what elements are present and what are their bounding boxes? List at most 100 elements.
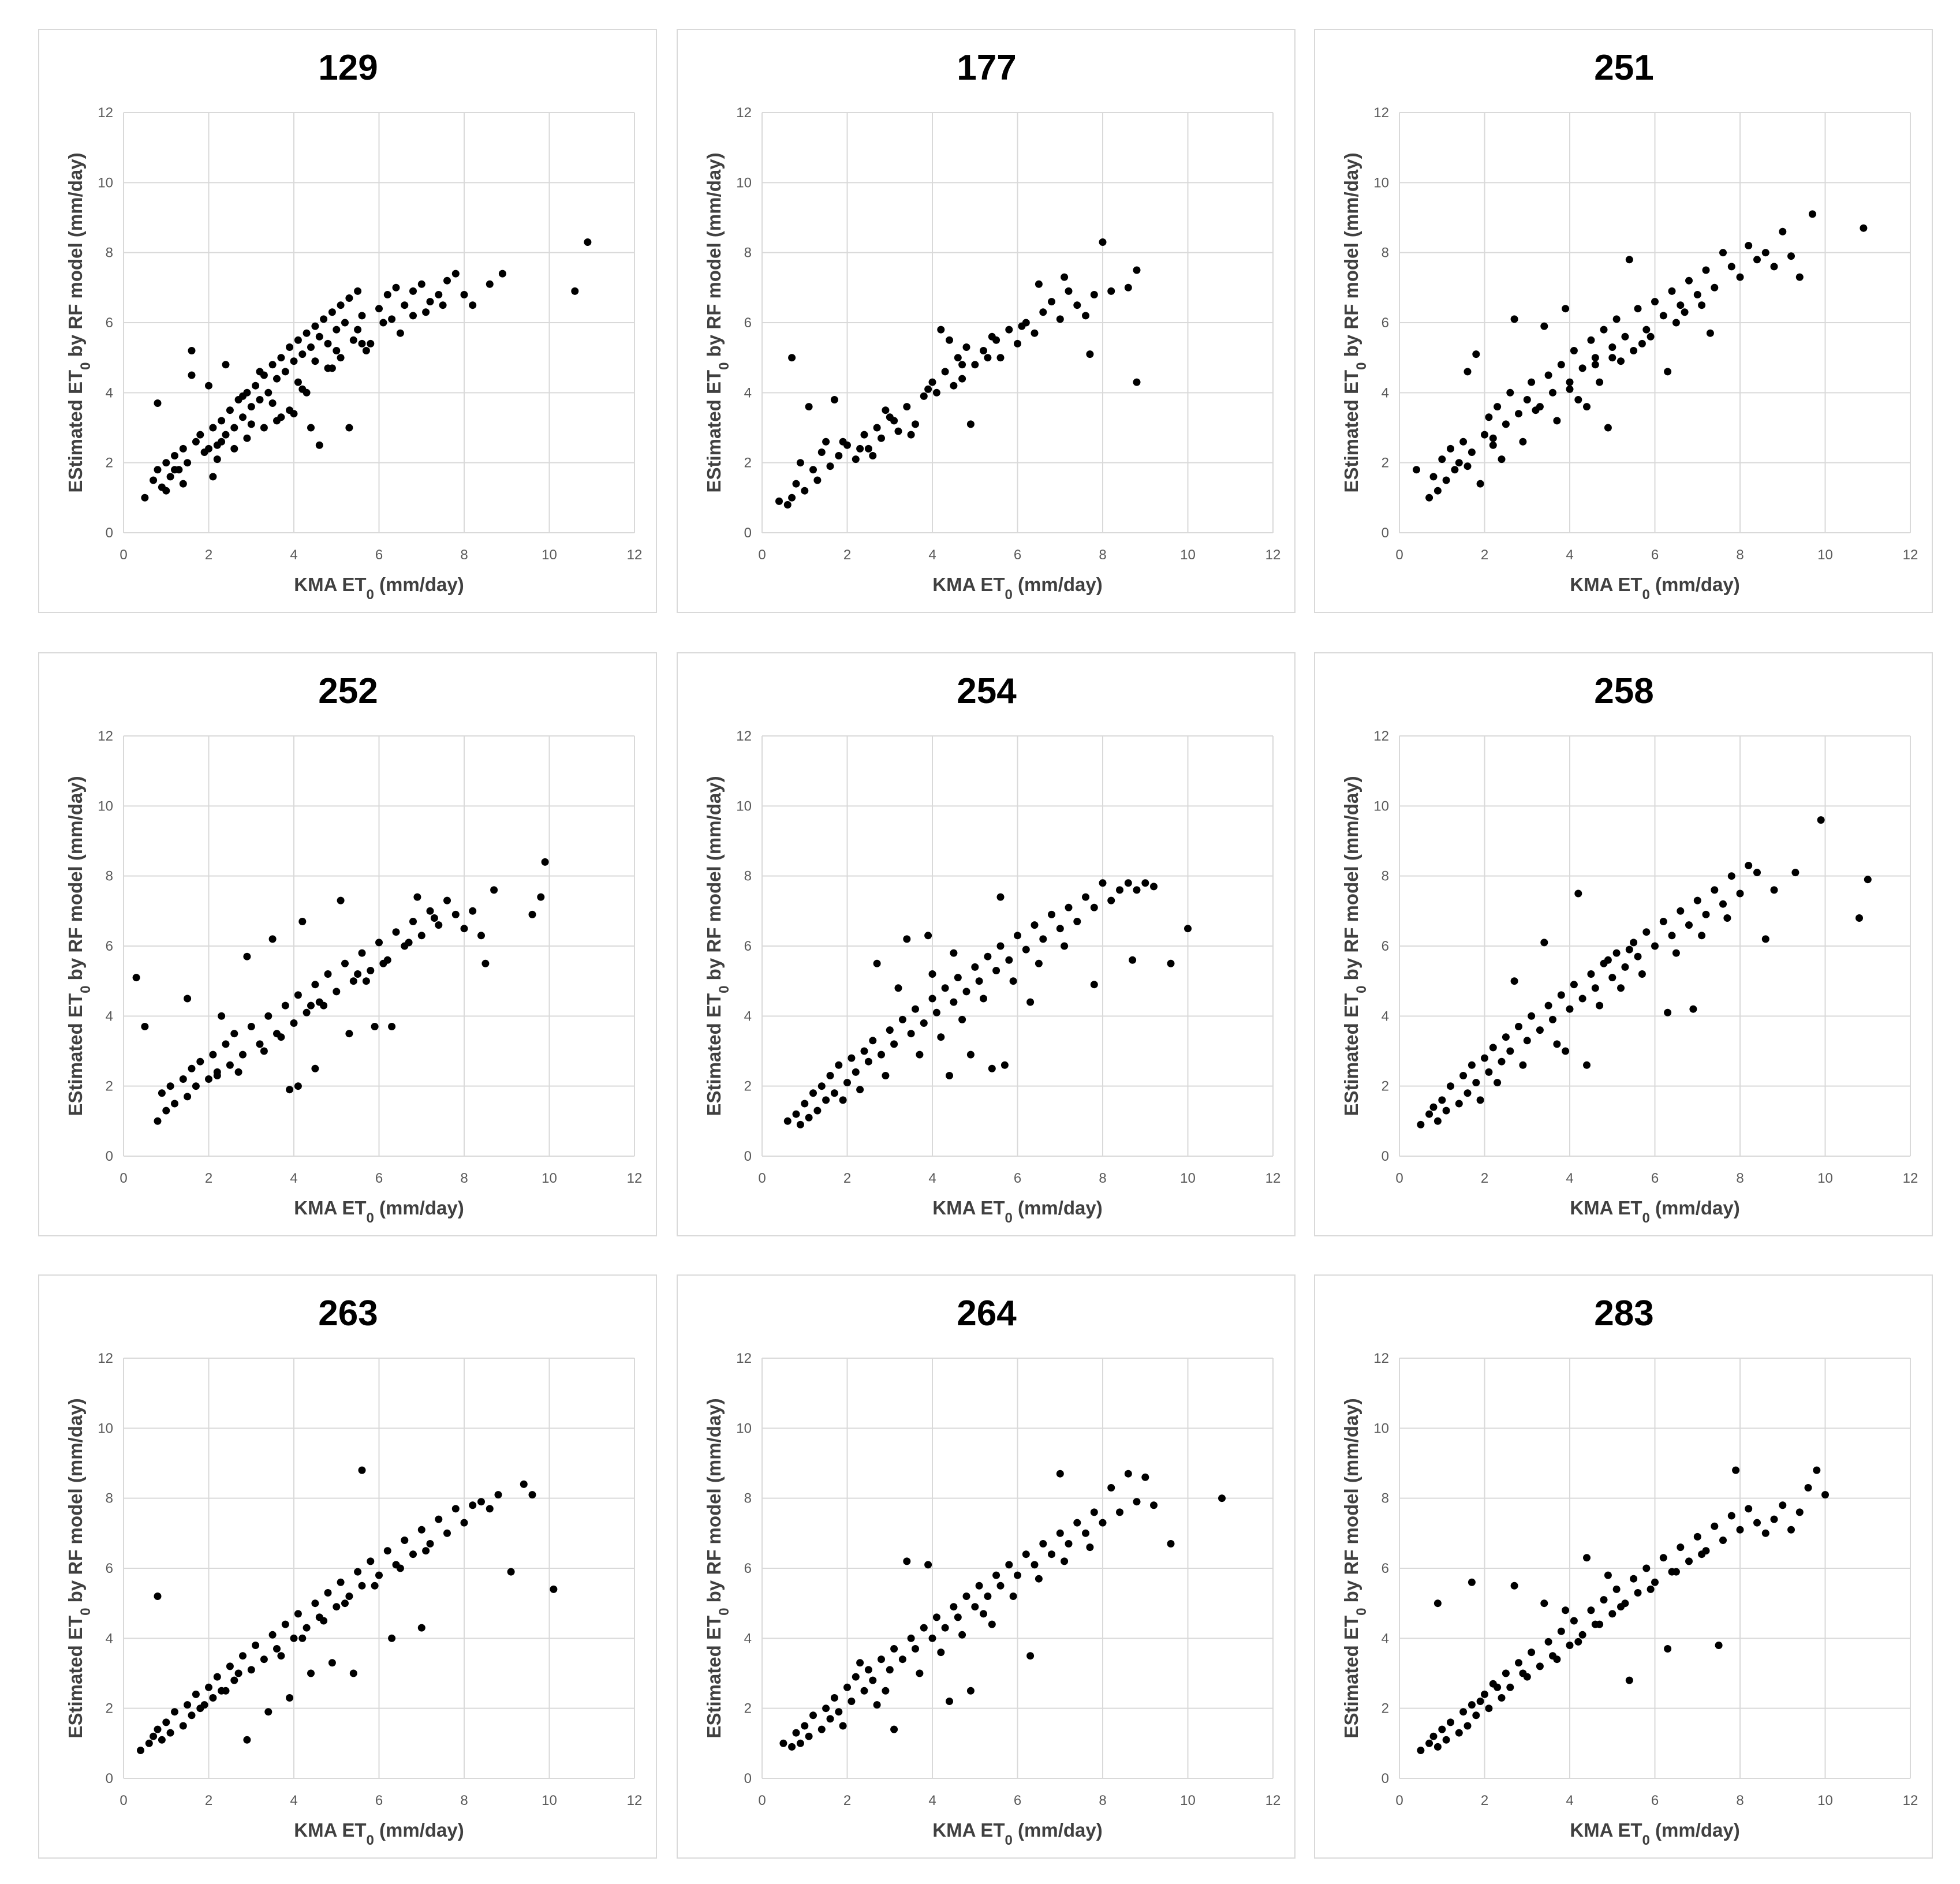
data-point (1672, 319, 1680, 327)
data-point (1685, 921, 1693, 929)
data-point (1761, 249, 1769, 257)
data-point (835, 1708, 843, 1716)
data-point (1082, 312, 1089, 320)
data-point (1562, 305, 1570, 313)
data-point (1502, 420, 1510, 428)
data-point (1061, 273, 1069, 281)
data-point (907, 1634, 915, 1642)
data-point (1600, 326, 1608, 334)
data-point (1753, 869, 1761, 877)
y-tick-label: 4 (1382, 1631, 1389, 1646)
data-point (1540, 939, 1548, 947)
x-axis-label: KMA ET0 (mm/day) (932, 574, 1103, 603)
data-point (864, 1666, 872, 1674)
y-tick-label: 2 (1382, 1701, 1389, 1717)
data-point (192, 1690, 200, 1698)
data-point (320, 1001, 328, 1010)
data-point (1086, 350, 1094, 358)
data-point (349, 336, 357, 344)
data-point (1753, 256, 1761, 264)
data-point (1429, 1103, 1438, 1111)
data-point (1745, 1505, 1753, 1513)
data-point (371, 1582, 379, 1590)
data-point (226, 1662, 234, 1670)
data-point (333, 988, 341, 996)
data-point (184, 995, 192, 1003)
data-point (345, 424, 353, 432)
x-tick-label: 10 (1180, 547, 1196, 563)
data-point (1472, 350, 1480, 358)
data-point (294, 378, 302, 386)
x-tick-label: 6 (1651, 1171, 1659, 1186)
data-point (1583, 1061, 1591, 1069)
data-point (1485, 413, 1493, 421)
data-point (932, 1008, 940, 1016)
data-point (852, 1068, 860, 1076)
data-point (481, 959, 490, 967)
data-point (1795, 1508, 1804, 1516)
data-point (830, 1089, 838, 1097)
y-tick-label: 0 (106, 1771, 113, 1786)
data-point (460, 925, 468, 933)
y-tick-label: 2 (106, 1701, 113, 1717)
x-tick-label: 2 (1481, 547, 1488, 563)
data-point (1031, 329, 1039, 337)
data-point (184, 1701, 192, 1709)
data-point (817, 1725, 826, 1733)
data-point (417, 1526, 425, 1534)
x-tick-label: 8 (1736, 1171, 1744, 1186)
x-tick-label: 8 (1736, 547, 1744, 563)
y-tick-label: 4 (1382, 1008, 1389, 1024)
data-point (1591, 361, 1599, 369)
data-point (401, 301, 409, 309)
data-point (928, 378, 936, 386)
data-point (1481, 431, 1488, 439)
y-tick-label: 12 (1373, 728, 1389, 744)
data-point (1090, 291, 1098, 298)
data-point (1455, 459, 1463, 467)
data-point (932, 1613, 940, 1621)
data-point (188, 1711, 196, 1719)
y-tick-label: 6 (106, 315, 113, 331)
x-tick-label: 2 (843, 1793, 851, 1808)
x-tick-label: 4 (928, 1793, 936, 1808)
y-axis-label: EStimated ET0 by RF model (mm/day) (1341, 776, 1369, 1116)
data-point (154, 466, 162, 474)
data-point (443, 1529, 451, 1537)
data-point (805, 403, 813, 411)
y-tick-label: 2 (106, 1079, 113, 1094)
data-point (1141, 1473, 1149, 1481)
data-point (1651, 942, 1659, 950)
data-point (1689, 1005, 1697, 1013)
scatter-plot: 129 0 2 4 6 8 10 12 0 2 4 6 8 10 12 KMA ET0 (mm/day) ESt… (65, 48, 642, 603)
data-point (1150, 1501, 1158, 1509)
data-point (435, 291, 443, 298)
y-axis-label: EStimated ET0 by RF model (mm/day) (703, 152, 732, 492)
data-point (907, 1030, 915, 1038)
data-point (813, 476, 822, 484)
x-tick-label: 4 (290, 1793, 297, 1808)
data-point (852, 455, 860, 463)
data-point (435, 921, 443, 929)
y-tick-label: 12 (98, 105, 113, 121)
x-tick-label: 10 (542, 1793, 557, 1808)
x-tick-label: 2 (843, 1171, 851, 1186)
data-point (1498, 455, 1506, 463)
data-point (805, 1732, 813, 1740)
data-point (171, 1708, 178, 1716)
data-point (375, 1571, 383, 1579)
data-point (928, 970, 936, 978)
data-point (890, 1040, 898, 1048)
data-point (268, 1631, 277, 1639)
data-point (1574, 396, 1582, 403)
data-point (1124, 283, 1132, 291)
data-point (1065, 1540, 1073, 1547)
data-point (401, 1537, 409, 1544)
data-point (886, 1666, 894, 1674)
data-point (154, 1593, 162, 1600)
y-axis-label: EStimated ET0 by RF model (mm/day) (703, 776, 732, 1116)
data-point (1039, 1540, 1047, 1547)
data-point (209, 473, 217, 481)
data-point (1625, 1676, 1633, 1684)
data-point (1544, 371, 1552, 379)
